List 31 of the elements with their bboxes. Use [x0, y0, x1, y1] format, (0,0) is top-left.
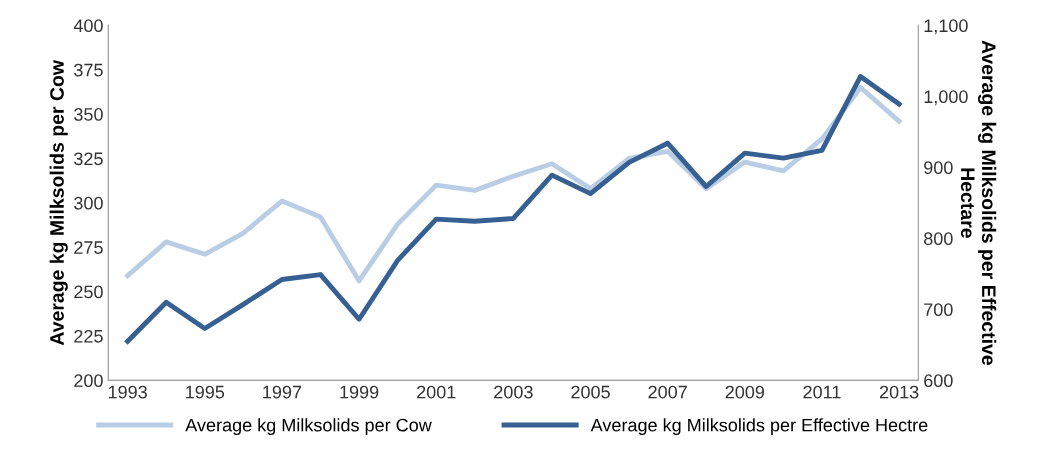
x-tick-label: 2011 [803, 385, 841, 399]
x-tick-label: 1999 [340, 385, 379, 399]
y-tick-label: 375 [74, 63, 103, 77]
y-tick-label: 275 [74, 241, 103, 254]
y-tick-label: 225 [74, 329, 103, 343]
y2-tick-label: 1,000 [924, 90, 968, 106]
y2-tick-label: 700 [924, 303, 953, 317]
y-tick-label: 325 [74, 152, 103, 166]
y-tick-label: 200 [74, 374, 103, 388]
x-tick-label: 1997 [263, 385, 302, 399]
y-tick-label: 300 [74, 196, 103, 210]
y2-tick-label: 800 [924, 232, 953, 246]
x-tick-label: 2009 [725, 385, 765, 399]
y-tick-label: 250 [74, 285, 103, 299]
y-tick-label: 350 [74, 108, 103, 121]
x-tick-label: 2007 [648, 385, 687, 399]
line-series [125, 74, 902, 344]
x-tick-label: 1993 [108, 385, 147, 399]
legend-label: Average kg Milksolids per Cow [185, 418, 432, 436]
y2-tick-label: 600 [924, 374, 953, 388]
y-tick-label: 400 [73, 19, 103, 33]
x-tick-label: 2013 [879, 385, 919, 399]
x-tick-label: 2003 [494, 385, 533, 399]
y-axis-title: Average kg Milksolids per Cow [49, 59, 68, 346]
x-tick-label: 1995 [186, 385, 225, 399]
y2-tick-label: 900 [924, 161, 953, 175]
line-series [125, 85, 902, 284]
y2-tick-label: 1,100 [924, 19, 968, 35]
legend-label: Average kg Milksolids per Effective Hectre [590, 418, 928, 436]
x-tick-label: 2001 [417, 385, 456, 399]
x-tick-label: 2005 [571, 385, 610, 399]
